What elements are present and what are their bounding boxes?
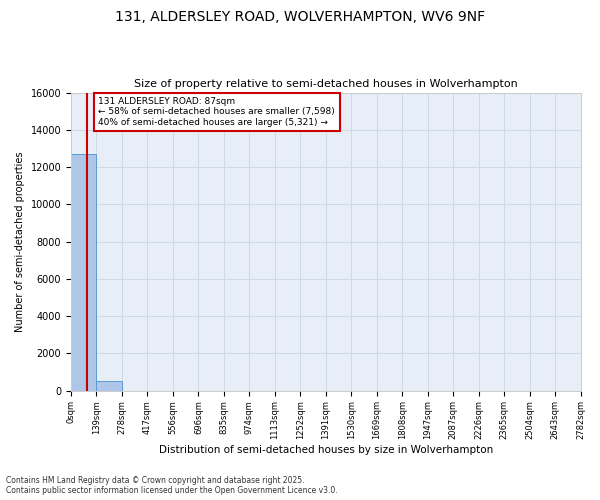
- Text: 131 ALDERSLEY ROAD: 87sqm
← 58% of semi-detached houses are smaller (7,598)
40% : 131 ALDERSLEY ROAD: 87sqm ← 58% of semi-…: [98, 97, 335, 127]
- Text: Contains HM Land Registry data © Crown copyright and database right 2025.
Contai: Contains HM Land Registry data © Crown c…: [6, 476, 338, 495]
- Bar: [71, 154, 97, 390]
- Y-axis label: Number of semi-detached properties: Number of semi-detached properties: [15, 152, 25, 332]
- Bar: [97, 382, 122, 390]
- Text: 131, ALDERSLEY ROAD, WOLVERHAMPTON, WV6 9NF: 131, ALDERSLEY ROAD, WOLVERHAMPTON, WV6 …: [115, 10, 485, 24]
- X-axis label: Distribution of semi-detached houses by size in Wolverhampton: Distribution of semi-detached houses by …: [158, 445, 493, 455]
- Title: Size of property relative to semi-detached houses in Wolverhampton: Size of property relative to semi-detach…: [134, 79, 518, 89]
